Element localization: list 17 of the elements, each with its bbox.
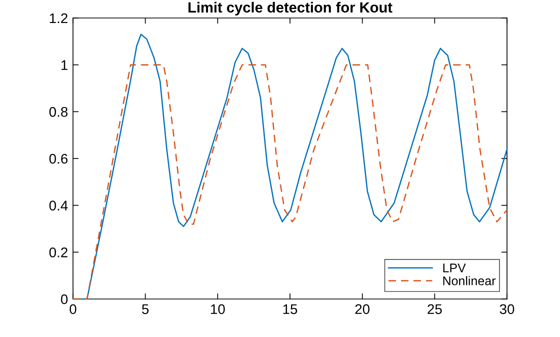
y-tick-label: 1 (61, 60, 68, 70)
y-tick-label: 0 (60, 294, 68, 304)
x-tick-label: 20 (355, 304, 370, 314)
x-tick-label: 15 (283, 304, 298, 314)
legend-label: Nonlinear (443, 276, 496, 286)
x-tick-label: 25 (428, 304, 442, 314)
legend-label: LPV (443, 264, 466, 272)
y-tick-label: 0.8 (49, 107, 68, 117)
chart-title: Limit cycle detection for Kout (188, 2, 392, 16)
x-tick-label: 30 (500, 304, 514, 314)
x-tick-label: 0 (70, 304, 76, 314)
x-tick-label: 5 (142, 304, 149, 314)
y-tick-label: 0.6 (49, 154, 68, 164)
y-tick-label: 0.4 (49, 200, 68, 211)
y-tick-label: 0.2 (49, 248, 68, 258)
y-tick-label: 1.2 (50, 13, 68, 24)
x-tick-label: 10 (211, 304, 225, 314)
